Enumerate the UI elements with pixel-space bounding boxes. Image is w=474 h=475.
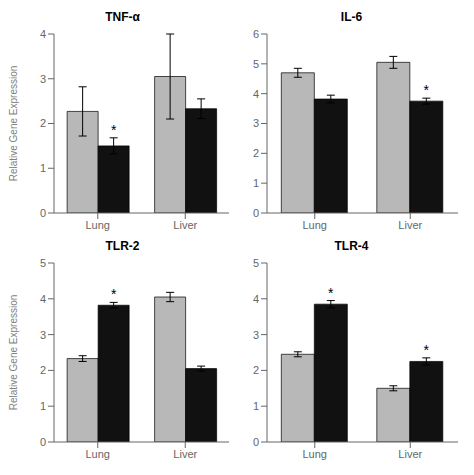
html-text:IL-6: IL-6: [340, 10, 363, 24]
svg-text:0: 0: [40, 207, 46, 219]
svg-text:Liver: Liver: [173, 448, 197, 460]
svg-text:1: 1: [40, 162, 46, 174]
svg-text:Lung: Lung: [86, 219, 110, 231]
svg-text:4: 4: [40, 293, 46, 305]
svg-text:0: 0: [40, 436, 46, 448]
svg-text:3: 3: [40, 73, 46, 85]
svg-text:2: 2: [40, 117, 46, 129]
svg-text:2: 2: [253, 147, 259, 159]
svg-text:*: *: [424, 82, 430, 98]
svg-text:3: 3: [40, 329, 46, 341]
svg-text:Lung: Lung: [303, 219, 327, 231]
svg-text:Liver: Liver: [398, 219, 422, 231]
html-text:TLR-4: TLR-4: [334, 239, 369, 253]
svg-text:Lung: Lung: [86, 448, 110, 460]
html-text:TLR-2: TLR-2: [105, 239, 140, 253]
svg-text:3: 3: [253, 117, 259, 129]
svg-text:1: 1: [253, 177, 259, 189]
svg-text:*: *: [111, 286, 117, 302]
svg-text:0: 0: [253, 207, 259, 219]
svg-text:Relative Gene Expression: Relative Gene Expression: [8, 66, 19, 182]
svg-text:4: 4: [40, 28, 46, 40]
svg-text:5: 5: [253, 257, 259, 269]
svg-text:3: 3: [253, 329, 259, 341]
svg-text:Liver: Liver: [173, 219, 197, 231]
html-text:TNF-α: TNF-α: [105, 10, 140, 24]
svg-text:Relative Gene Expression: Relative Gene Expression: [8, 295, 19, 411]
svg-text:*: *: [111, 122, 117, 138]
svg-text:Lung: Lung: [303, 448, 327, 460]
svg-text:6: 6: [253, 28, 259, 40]
svg-text:4: 4: [253, 293, 259, 305]
svg-text:1: 1: [253, 400, 259, 412]
svg-text:2: 2: [40, 364, 46, 376]
svg-text:Liver: Liver: [398, 448, 422, 460]
svg-text:5: 5: [40, 257, 46, 269]
svg-text:2: 2: [253, 364, 259, 376]
svg-text:*: *: [328, 285, 334, 301]
svg-text:5: 5: [253, 58, 259, 70]
svg-text:4: 4: [253, 88, 259, 100]
svg-text:*: *: [424, 342, 430, 358]
svg-text:0: 0: [253, 436, 259, 448]
svg-text:1: 1: [40, 400, 46, 412]
